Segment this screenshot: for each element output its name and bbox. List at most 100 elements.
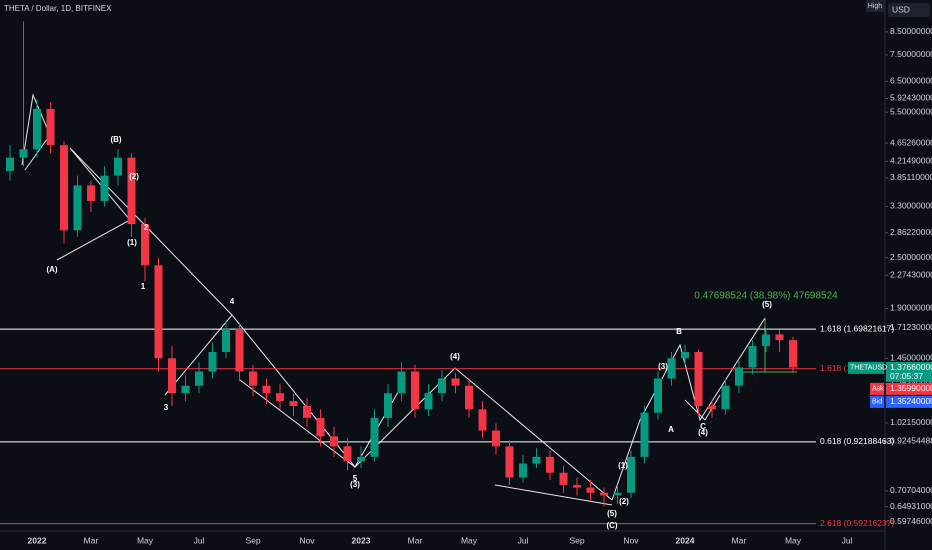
y-tick-label: 1.90000000 xyxy=(890,303,932,313)
candle-body xyxy=(262,385,271,394)
candle-body xyxy=(249,371,257,386)
price-badge-tag xyxy=(870,395,884,408)
wave-line xyxy=(494,484,613,506)
y-tick-label: 0.64931000 xyxy=(890,501,932,511)
candle-body xyxy=(775,334,784,341)
candle-body xyxy=(681,352,689,359)
candle-body xyxy=(532,456,541,464)
x-tick-label: May xyxy=(137,535,154,545)
y-tick-label: 1.02150000 xyxy=(890,417,932,427)
price-badge-tag-label: Bid xyxy=(872,399,882,406)
high-button[interactable] xyxy=(866,0,884,12)
candle-body xyxy=(330,436,338,447)
wave-label: (5) xyxy=(762,300,772,309)
x-tick-label: 2022 xyxy=(28,535,47,545)
y-tick-label: 3.30000000 xyxy=(890,201,932,211)
x-tick-label: May xyxy=(785,535,802,545)
wave-label: (3) xyxy=(350,480,360,489)
candle-body xyxy=(46,108,55,146)
level-label: 2.618 (0.59216237) xyxy=(820,518,894,528)
candle-body xyxy=(438,378,446,394)
price-badge-tag-label: Ask xyxy=(872,386,884,393)
level-label: 1.618 (1 xyxy=(820,363,851,373)
x-tick-label: Mar xyxy=(408,535,423,545)
y-tick-label: 2.86220000 xyxy=(890,227,932,237)
candle-body xyxy=(708,405,716,410)
candle-body xyxy=(640,412,649,457)
x-tick-label: 2023 xyxy=(352,535,371,545)
candle-body xyxy=(60,145,68,231)
y-tick-label: 4.21490000 xyxy=(890,156,932,166)
level-label-bg xyxy=(816,323,884,336)
candle-body xyxy=(303,405,311,418)
level-label: 0.618 (0.92188463) xyxy=(820,436,894,446)
candle-body xyxy=(141,224,149,266)
candle-body xyxy=(451,378,460,386)
y-tick-label: 3.85110000 xyxy=(890,172,932,182)
x-tick-label: Sep xyxy=(245,535,260,545)
candle-body xyxy=(100,175,109,201)
wave-label: 1 xyxy=(141,282,146,291)
high-label[interactable]: High xyxy=(868,3,883,10)
candle-body xyxy=(762,334,770,346)
y-tick-label: 2.50000000 xyxy=(890,252,932,262)
candle-body xyxy=(235,328,244,372)
x-tick-label: Nov xyxy=(623,535,639,545)
x-tick-label: Jul xyxy=(194,535,205,545)
y-tick-label: 0.92454488 xyxy=(890,436,932,446)
candle-body xyxy=(424,393,433,410)
candle-body xyxy=(19,149,28,158)
symbol-title: THETA / Dollar, 1D, BITFINEX xyxy=(4,4,112,13)
x-tick-label: Jul xyxy=(842,535,853,545)
y-tick-label: 1.45000000 xyxy=(890,353,932,363)
candle-body xyxy=(519,463,527,478)
price-badge-value: 1.37660000 xyxy=(890,362,932,372)
x-tick-label: Nov xyxy=(299,535,315,545)
y-tick-label: 7.50000000 xyxy=(890,49,932,59)
x-tick-label: May xyxy=(461,535,478,545)
candle-body xyxy=(721,385,730,410)
wave-line xyxy=(684,394,721,421)
wave-label: (1) xyxy=(618,461,628,470)
candle-body xyxy=(276,393,284,402)
wave-label: (2) xyxy=(619,497,629,506)
wave-label: (A) xyxy=(46,265,57,274)
candle-body xyxy=(154,265,163,359)
currency-label[interactable]: USD xyxy=(892,4,910,14)
candle-body xyxy=(411,371,419,410)
y-tick-label: 8.50000000 xyxy=(890,26,932,36)
x-tick-label: Jul xyxy=(518,535,529,545)
candle-body xyxy=(667,358,676,379)
wave-label: (C) xyxy=(606,521,617,530)
price-badge-tag xyxy=(848,361,884,374)
candle-body xyxy=(87,185,95,201)
wave-label: 3 xyxy=(164,403,169,412)
y-tick-label: 2.27430000 xyxy=(890,269,932,279)
x-tick-label: Mar xyxy=(732,535,747,545)
candle-body xyxy=(181,385,190,394)
candle-body xyxy=(370,417,379,457)
level-label-bg xyxy=(816,435,884,448)
price-badge xyxy=(886,382,932,395)
wave-label: B xyxy=(676,327,682,336)
wave-label: (1) xyxy=(127,238,137,247)
candle-body xyxy=(384,393,392,418)
candle-body xyxy=(114,157,122,176)
candle-body xyxy=(748,345,757,368)
price-badge-countdown: 07:05:37 xyxy=(890,371,923,381)
wave-label: C xyxy=(700,422,706,431)
y-tick-label: 6.50000000 xyxy=(890,76,932,86)
candle-body xyxy=(397,371,406,394)
y-tick-label: 5.50000000 xyxy=(890,106,932,116)
candle-body xyxy=(222,328,230,353)
y-tick-label: 5.92430000 xyxy=(890,93,932,103)
wave-label: (B) xyxy=(110,135,121,144)
currency-button[interactable] xyxy=(888,3,930,17)
level-label: 1.618 (1.69821617) xyxy=(820,323,894,333)
y-tick-label: 4.65260000 xyxy=(890,137,932,147)
candle-body xyxy=(505,446,514,478)
level-label-bg xyxy=(816,517,884,530)
price-badge xyxy=(886,361,932,382)
candle-body xyxy=(6,157,14,171)
